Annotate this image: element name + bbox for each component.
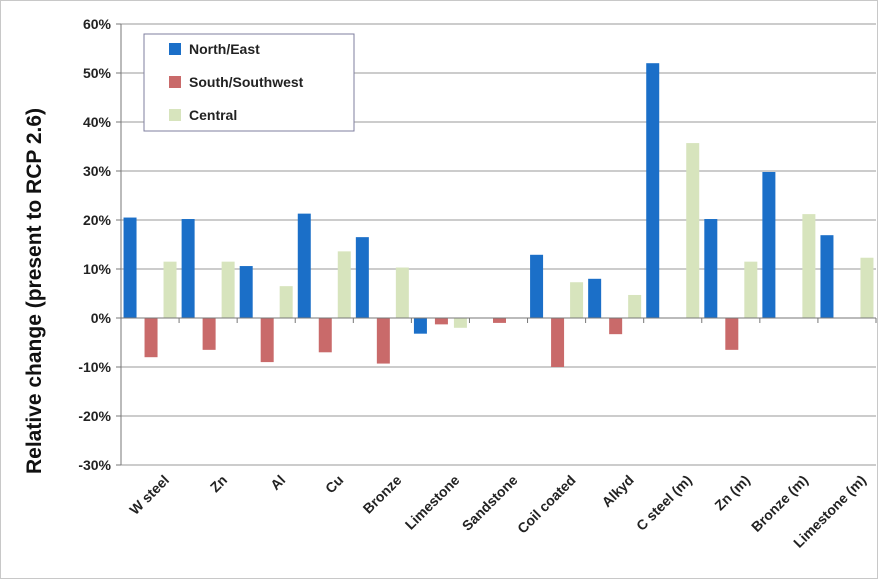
x-category-label: Bronze <box>360 472 405 517</box>
x-category-label: Zn <box>207 472 230 495</box>
bar-north-east <box>355 237 369 318</box>
legend: North/East South/Southwest Central <box>143 33 355 132</box>
y-tick-label: 50% <box>83 65 112 81</box>
bar-north-east <box>588 278 602 318</box>
bar-north-east <box>181 219 195 318</box>
y-tick-label: -30% <box>78 457 111 473</box>
y-tick-label: 30% <box>83 163 112 179</box>
bar-central <box>221 261 235 318</box>
x-axis-categories: W steel Zn Al Cu BronzeLimestoneSandstoneCoi… <box>126 472 869 551</box>
y-tick-label: 0% <box>91 310 112 326</box>
bar-north-east <box>704 219 718 318</box>
x-category-label: Sandstone <box>459 472 521 534</box>
legend-entry: Central <box>189 107 237 123</box>
bar-south-southwest <box>434 318 448 325</box>
bar-north-east <box>123 217 137 318</box>
bar-central <box>337 251 351 318</box>
y-axis-label: Relative change (present to RCP 2.6) <box>23 108 46 474</box>
x-category-label: Al <box>267 472 288 493</box>
bar-central <box>453 318 467 328</box>
y-tick-label: -10% <box>78 359 111 375</box>
bar-north-east <box>413 318 427 334</box>
bar-central <box>744 261 758 318</box>
y-axis-ticks: -30% -20% -10% 0% 10% 20% 30% 40% 50% 60% <box>78 16 121 473</box>
bar-north-east <box>239 266 253 318</box>
bar-central <box>860 257 874 318</box>
bar-central <box>163 261 177 318</box>
x-category-label: Limestone <box>402 472 463 533</box>
bar-central <box>395 267 409 318</box>
bars <box>123 63 874 367</box>
x-category-label: Bronze (m) <box>748 472 811 535</box>
bar-north-east <box>530 254 544 318</box>
y-tick-label: 10% <box>83 261 112 277</box>
bar-south-southwest <box>609 318 623 335</box>
bar-south-southwest <box>493 318 506 323</box>
bar-north-east <box>646 63 660 319</box>
bar-south-southwest <box>551 318 565 367</box>
y-tick-label: 20% <box>83 212 112 228</box>
bar-south-southwest <box>260 318 274 363</box>
bar-south-southwest <box>318 318 332 353</box>
bar-central <box>628 294 642 318</box>
bar-north-east <box>820 235 834 318</box>
bar-central <box>279 286 293 318</box>
y-tick-label: 40% <box>83 114 112 130</box>
bar-central <box>570 282 584 318</box>
bar-south-southwest <box>725 318 739 350</box>
x-category-label: Coil coated <box>514 472 579 537</box>
bar-central <box>686 143 700 318</box>
bar-north-east <box>297 213 311 318</box>
y-tick-label: -20% <box>78 408 111 424</box>
bar-south-southwest <box>376 318 390 364</box>
x-category-label: Cu <box>322 472 347 497</box>
bar-south-southwest <box>144 318 158 358</box>
legend-swatch <box>169 109 181 121</box>
legend-swatch <box>169 43 181 55</box>
legend-swatch <box>169 76 181 88</box>
x-category-label: Alkyd <box>599 472 637 510</box>
x-category-label: C steel (m) <box>633 472 695 534</box>
legend-entry: North/East <box>189 41 260 57</box>
bar-south-southwest <box>202 318 216 350</box>
bar-central <box>802 214 816 318</box>
y-tick-label: 60% <box>83 16 112 32</box>
x-category-label: W steel <box>126 472 172 518</box>
bar-north-east <box>762 171 776 318</box>
axes <box>120 24 877 465</box>
x-category-label: Zn (m) <box>711 472 753 514</box>
legend-entry: South/Southwest <box>189 74 304 90</box>
